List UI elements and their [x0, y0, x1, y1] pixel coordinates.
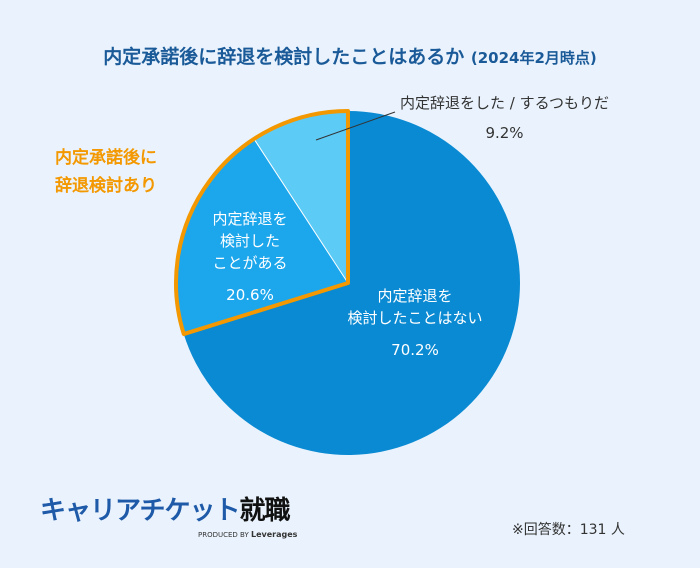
chart-title: 内定承諾後に辞退を検討したことはあるか (2024年2月時点)	[103, 46, 597, 68]
pie-slice-2	[254, 111, 348, 283]
slice-separator	[253, 138, 349, 284]
produced-by: PRODUCED BY Leverages	[198, 530, 298, 539]
pie-slice-1	[175, 138, 348, 335]
logo: キャリアチケット就職	[40, 496, 291, 526]
respondent-note: ※回答数：131 人	[512, 522, 625, 538]
slice-label-0: 内定辞退を 検討したことはない 70.2%	[347, 287, 483, 359]
slice-label-1: 内定辞退を 検討した ことがある 20.6%	[212, 210, 288, 304]
highlight-outline	[174, 109, 350, 337]
pie-slice-0	[183, 111, 520, 455]
leader-line	[315, 111, 396, 141]
highlight-label: 内定承諾後に 辞退検討あり	[55, 148, 157, 196]
slice-label-2: 内定辞退をした / するつもりだ 9.2%	[400, 94, 609, 142]
